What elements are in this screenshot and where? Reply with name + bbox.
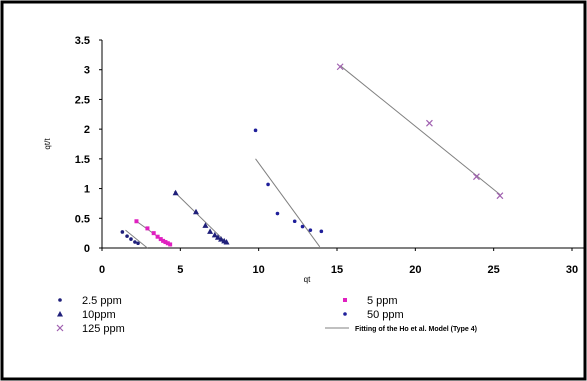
data-point: [161, 238, 166, 243]
data-point: [300, 224, 305, 229]
fit-line: [255, 158, 321, 248]
data-point: [168, 242, 173, 247]
y-tick-label: 2.5: [75, 94, 90, 106]
data-point: [151, 231, 156, 236]
data-point: [155, 234, 160, 239]
data-point: [172, 189, 179, 196]
x-tick-label: 0: [99, 264, 105, 276]
y-tick-label: 3: [84, 65, 90, 77]
x-axis-label: qt: [304, 275, 311, 284]
data-point: [253, 128, 258, 133]
data-point: [426, 119, 433, 127]
y-tick-label: 2: [84, 124, 90, 136]
legend-label: Fitting of the Ho et al. Model (Type 4): [355, 326, 477, 333]
data-point: [292, 219, 297, 224]
fit-line: [339, 65, 501, 195]
legend-marker: [57, 311, 63, 317]
x-tick-label: 20: [409, 264, 421, 276]
data-point: [218, 236, 225, 242]
axes: 0 0.5 1 1.5 2 2.5 3 3.5 0 5 10 15 20 25 30 qt qt/t: [43, 35, 584, 284]
legend-item: 125 ppm: [56, 323, 125, 335]
data-point: [308, 228, 313, 232]
x-tick-label: 5: [177, 264, 183, 276]
legend: 2.5 ppm 5 ppm 10ppm 50 ppm 125 ppm Fitting of…: [56, 295, 477, 335]
data-points: [120, 63, 504, 247]
data-point: [223, 239, 230, 245]
legend-label: 125 ppm: [82, 323, 125, 335]
legend-label: 5 ppm: [367, 295, 398, 307]
data-point: [207, 228, 214, 234]
fit-line: [125, 229, 148, 249]
y-axis-label: qt/t: [43, 138, 52, 150]
y-tick-label: 0: [84, 243, 90, 255]
legend-marker: [343, 312, 347, 316]
x-tick-label: 25: [488, 264, 500, 276]
data-point: [266, 182, 270, 187]
legend-item: 2.5 ppm: [58, 295, 122, 307]
legend-marker: [58, 298, 62, 302]
data-point: [214, 234, 221, 240]
legend-label: 50 ppm: [367, 309, 404, 321]
x-tick-label: 15: [331, 264, 343, 276]
data-point: [473, 173, 480, 181]
legend-marker: [56, 324, 64, 332]
data-point: [163, 240, 168, 245]
data-point: [319, 229, 324, 234]
data-point: [211, 231, 218, 238]
legend-item: 10ppm: [57, 309, 116, 321]
data-point: [129, 237, 133, 241]
data-point: [165, 241, 170, 246]
legend-marker: [343, 298, 347, 302]
data-point: [125, 234, 129, 238]
data-point: [336, 63, 344, 71]
y-tick-label: 1: [84, 184, 90, 196]
x-tick-label: 30: [566, 264, 578, 276]
data-point: [120, 230, 125, 234]
data-point: [193, 208, 199, 215]
data-point: [136, 241, 140, 246]
x-tick-label: 10: [253, 264, 265, 276]
legend-label: 2.5 ppm: [82, 295, 122, 307]
y-tick-label: 3.5: [75, 35, 90, 47]
data-point: [496, 192, 504, 200]
data-point: [158, 237, 163, 242]
data-point: [145, 226, 150, 231]
data-point: [202, 222, 209, 228]
legend-label: 10ppm: [82, 309, 116, 321]
data-point: [134, 219, 139, 224]
data-point: [275, 211, 280, 216]
y-tick-label: 0.5: [75, 213, 90, 225]
data-point: [133, 240, 137, 244]
y-tick-label: 1.5: [75, 154, 90, 166]
legend-item: Fitting of the Ho et al. Model (Type 4): [325, 326, 477, 333]
legend-item: 50 ppm: [343, 309, 404, 321]
legend-item: 5 ppm: [343, 295, 398, 307]
fit-line: [173, 191, 227, 243]
